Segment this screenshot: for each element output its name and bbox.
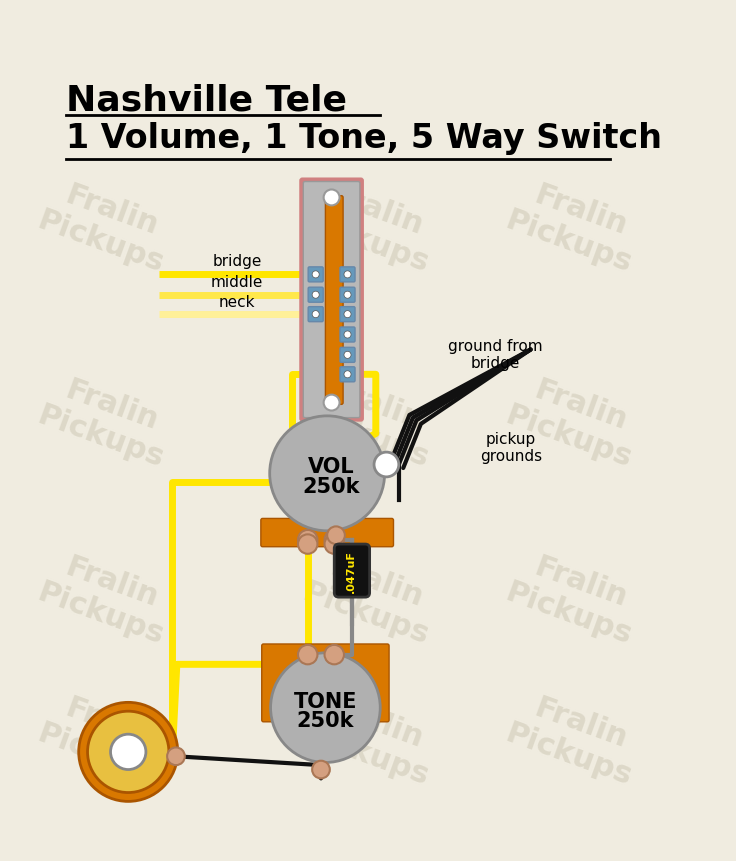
Text: Fralin
Pickups: Fralin Pickups (502, 175, 648, 278)
Circle shape (328, 527, 345, 544)
Text: Fralin
Pickups: Fralin Pickups (298, 369, 445, 473)
Circle shape (298, 645, 317, 665)
Circle shape (312, 761, 330, 778)
FancyBboxPatch shape (340, 348, 355, 363)
FancyBboxPatch shape (262, 644, 389, 722)
Circle shape (344, 271, 351, 279)
Text: 250k: 250k (302, 476, 361, 496)
FancyBboxPatch shape (334, 544, 369, 598)
Circle shape (344, 352, 351, 359)
Text: ground from
bridge: ground from bridge (448, 338, 542, 371)
Text: .047uF: .047uF (346, 549, 356, 592)
Circle shape (79, 703, 177, 802)
Text: TONE: TONE (294, 691, 357, 711)
Circle shape (312, 271, 319, 279)
Text: VOL: VOL (308, 456, 355, 477)
Text: neck: neck (219, 294, 255, 309)
Circle shape (269, 417, 385, 531)
FancyBboxPatch shape (325, 196, 343, 405)
Circle shape (324, 395, 339, 411)
FancyBboxPatch shape (308, 288, 323, 303)
FancyBboxPatch shape (340, 288, 355, 303)
Text: 250k: 250k (297, 710, 354, 730)
Circle shape (298, 535, 317, 554)
Text: Fralin
Pickups: Fralin Pickups (33, 545, 179, 649)
Text: Nashville Tele: Nashville Tele (66, 84, 347, 117)
Text: Fralin
Pickups: Fralin Pickups (298, 545, 445, 649)
FancyBboxPatch shape (261, 519, 394, 547)
Text: middle: middle (210, 274, 263, 289)
Text: Fralin
Pickups: Fralin Pickups (33, 175, 179, 278)
Circle shape (312, 312, 319, 319)
Circle shape (325, 535, 344, 554)
Circle shape (271, 653, 381, 763)
Text: 1 Volume, 1 Tone, 5 Way Switch: 1 Volume, 1 Tone, 5 Way Switch (66, 122, 662, 155)
FancyBboxPatch shape (340, 307, 355, 322)
Text: bridge: bridge (212, 254, 262, 269)
FancyBboxPatch shape (340, 368, 355, 382)
Circle shape (344, 331, 351, 338)
Circle shape (110, 734, 146, 770)
Text: Fralin
Pickups: Fralin Pickups (33, 369, 179, 473)
FancyBboxPatch shape (308, 307, 323, 322)
Text: Fralin
Pickups: Fralin Pickups (502, 545, 648, 649)
Text: Fralin
Pickups: Fralin Pickups (298, 175, 445, 278)
Circle shape (167, 747, 185, 765)
FancyBboxPatch shape (300, 180, 363, 421)
FancyBboxPatch shape (340, 268, 355, 282)
Circle shape (312, 292, 319, 299)
Text: Fralin
Pickups: Fralin Pickups (502, 687, 648, 790)
Text: Fralin
Pickups: Fralin Pickups (33, 687, 179, 790)
FancyBboxPatch shape (308, 268, 323, 282)
Circle shape (325, 645, 344, 665)
Circle shape (344, 292, 351, 299)
FancyBboxPatch shape (340, 327, 355, 343)
Circle shape (298, 530, 317, 549)
Text: pickup
grounds: pickup grounds (480, 431, 542, 463)
Circle shape (344, 371, 351, 378)
Text: Fralin
Pickups: Fralin Pickups (502, 369, 648, 473)
Circle shape (344, 312, 351, 319)
Circle shape (88, 711, 169, 793)
Circle shape (325, 530, 344, 549)
FancyBboxPatch shape (303, 183, 360, 418)
Text: Fralin
Pickups: Fralin Pickups (298, 687, 445, 790)
Circle shape (374, 453, 399, 477)
Circle shape (324, 190, 339, 206)
